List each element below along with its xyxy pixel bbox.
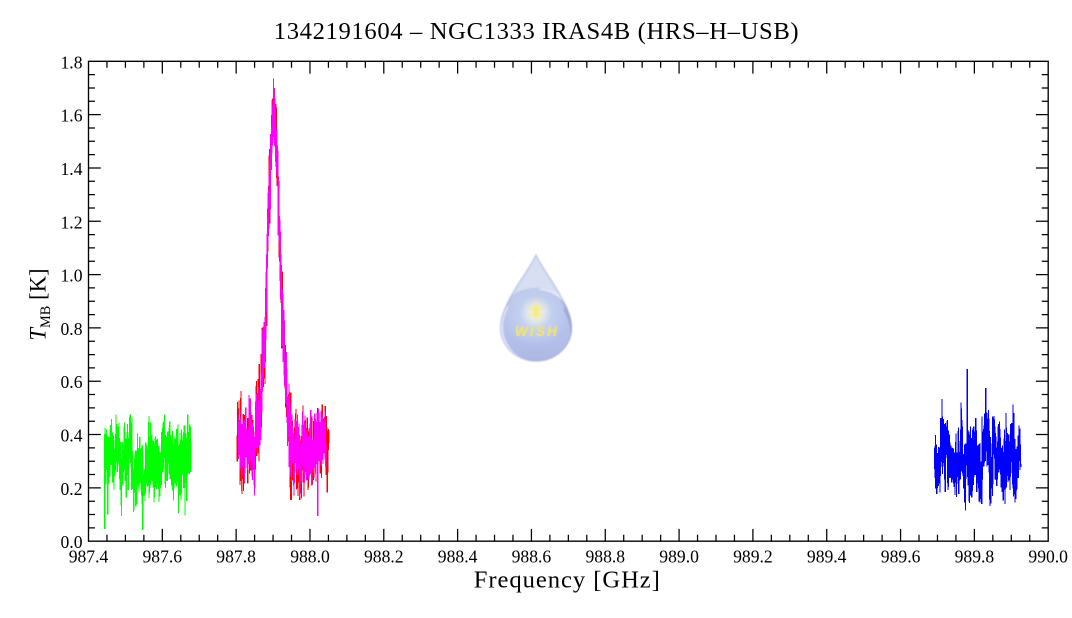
svg-text:WISH: WISH bbox=[515, 324, 559, 339]
svg-text:989.6: 989.6 bbox=[881, 547, 921, 567]
svg-text:0.6: 0.6 bbox=[61, 372, 83, 392]
svg-text:988.0: 988.0 bbox=[290, 547, 330, 567]
svg-text:1.8: 1.8 bbox=[61, 52, 83, 72]
svg-text:1.0: 1.0 bbox=[61, 266, 83, 286]
svg-text:1.6: 1.6 bbox=[61, 106, 83, 126]
svg-text:990.0: 990.0 bbox=[1028, 547, 1068, 567]
svg-text:TMB [K]: TMB [K] bbox=[26, 268, 55, 340]
svg-text:1.4: 1.4 bbox=[61, 159, 83, 179]
svg-text:0.0: 0.0 bbox=[61, 532, 83, 552]
svg-text:WISH: WISH bbox=[515, 324, 559, 339]
svg-text:989.0: 989.0 bbox=[659, 547, 699, 567]
svg-text:988.2: 988.2 bbox=[364, 547, 404, 567]
svg-text:989.4: 989.4 bbox=[807, 547, 847, 567]
svg-text:0.2: 0.2 bbox=[61, 479, 83, 499]
svg-text:1.2: 1.2 bbox=[61, 212, 83, 232]
svg-text:988.8: 988.8 bbox=[586, 547, 626, 567]
svg-text:987.6: 987.6 bbox=[143, 547, 183, 567]
svg-text:989.2: 989.2 bbox=[733, 547, 773, 567]
svg-text:988.4: 988.4 bbox=[438, 547, 478, 567]
svg-text:Frequency [GHz]: Frequency [GHz] bbox=[474, 567, 661, 594]
svg-text:0.4: 0.4 bbox=[61, 426, 83, 446]
svg-text:987.8: 987.8 bbox=[216, 547, 256, 567]
svg-text:0.8: 0.8 bbox=[61, 319, 83, 339]
svg-text:987.4: 987.4 bbox=[69, 547, 109, 567]
svg-text:989.8: 989.8 bbox=[955, 547, 995, 567]
svg-text:988.6: 988.6 bbox=[512, 547, 552, 567]
svg-text:1342191604 – NGC1333 IRAS4B (H: 1342191604 – NGC1333 IRAS4B (HRS–H–USB) bbox=[274, 18, 799, 45]
